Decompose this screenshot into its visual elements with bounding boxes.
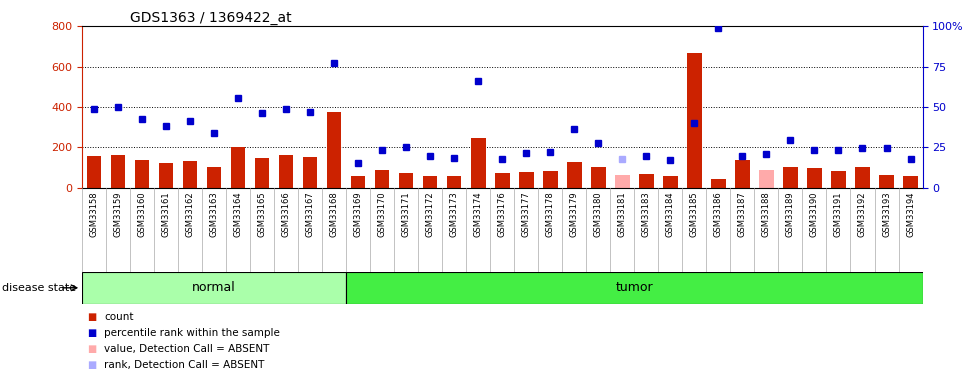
Text: GSM33188: GSM33188 <box>762 192 771 237</box>
Bar <box>183 161 197 188</box>
Bar <box>135 160 150 188</box>
Bar <box>87 156 101 188</box>
Bar <box>471 138 486 188</box>
Bar <box>903 176 918 188</box>
Text: GSM33186: GSM33186 <box>714 192 723 237</box>
Bar <box>783 167 798 188</box>
Text: GSM33164: GSM33164 <box>234 192 242 237</box>
Bar <box>496 173 509 188</box>
Text: GSM33166: GSM33166 <box>282 192 291 237</box>
Text: GSM33179: GSM33179 <box>570 192 579 237</box>
Bar <box>447 176 462 188</box>
Text: GDS1363 / 1369422_at: GDS1363 / 1369422_at <box>130 11 292 25</box>
Text: GSM33165: GSM33165 <box>258 192 267 237</box>
Text: GSM33168: GSM33168 <box>329 192 339 237</box>
Bar <box>423 176 438 188</box>
Bar <box>759 170 774 188</box>
Bar <box>711 180 725 188</box>
Bar <box>82 272 346 304</box>
Bar <box>399 173 413 188</box>
Text: GSM33172: GSM33172 <box>426 192 435 237</box>
Text: GSM33177: GSM33177 <box>522 192 531 237</box>
Bar <box>808 168 822 188</box>
Bar <box>855 167 869 188</box>
Text: GSM33170: GSM33170 <box>378 192 386 237</box>
Text: GSM33194: GSM33194 <box>906 192 915 237</box>
Text: rank, Detection Call = ABSENT: rank, Detection Call = ABSENT <box>104 360 265 370</box>
Bar <box>303 157 318 188</box>
Text: count: count <box>104 312 134 322</box>
Bar <box>664 176 677 188</box>
Text: GSM33163: GSM33163 <box>210 192 218 237</box>
Text: GSM33190: GSM33190 <box>810 192 819 237</box>
Text: value, Detection Call = ABSENT: value, Detection Call = ABSENT <box>104 344 270 354</box>
Text: ■: ■ <box>87 344 97 354</box>
Text: ■: ■ <box>87 328 97 338</box>
Text: GSM33167: GSM33167 <box>305 192 315 237</box>
Bar <box>346 272 923 304</box>
Bar <box>111 154 126 188</box>
Text: GSM33176: GSM33176 <box>497 192 507 237</box>
Text: GSM33160: GSM33160 <box>137 192 147 237</box>
Text: tumor: tumor <box>615 281 653 294</box>
Text: ■: ■ <box>87 312 97 322</box>
Text: GSM33174: GSM33174 <box>473 192 483 237</box>
Bar <box>159 164 173 188</box>
Bar <box>832 171 845 188</box>
Bar <box>735 160 750 188</box>
Bar <box>255 158 270 188</box>
Bar <box>279 155 294 188</box>
Bar <box>375 170 389 188</box>
Text: GSM33183: GSM33183 <box>641 192 651 237</box>
Text: GSM33161: GSM33161 <box>161 192 171 237</box>
Bar <box>351 176 365 188</box>
Bar <box>591 167 606 188</box>
Text: GSM33185: GSM33185 <box>690 192 699 237</box>
Text: GSM33171: GSM33171 <box>402 192 411 237</box>
Text: GSM33158: GSM33158 <box>90 192 99 237</box>
Bar <box>567 162 582 188</box>
Text: GSM33191: GSM33191 <box>834 192 843 237</box>
Text: GSM33187: GSM33187 <box>738 192 747 237</box>
Bar <box>879 176 894 188</box>
Text: percentile rank within the sample: percentile rank within the sample <box>104 328 280 338</box>
Text: GSM33184: GSM33184 <box>666 192 675 237</box>
Bar <box>327 112 341 188</box>
Text: normal: normal <box>192 281 236 294</box>
Text: ■: ■ <box>87 360 97 370</box>
Bar <box>687 54 701 188</box>
Text: GSM33192: GSM33192 <box>858 192 867 237</box>
Text: GSM33193: GSM33193 <box>882 192 891 237</box>
Text: GSM33180: GSM33180 <box>594 192 603 237</box>
Text: GSM33178: GSM33178 <box>546 192 554 237</box>
Text: disease state: disease state <box>2 283 76 293</box>
Bar <box>615 176 630 188</box>
Text: GSM33173: GSM33173 <box>450 192 459 237</box>
Text: GSM33189: GSM33189 <box>786 192 795 237</box>
Bar <box>231 147 245 188</box>
Bar <box>207 167 221 188</box>
Text: GSM33162: GSM33162 <box>185 192 195 237</box>
Text: GSM33159: GSM33159 <box>114 192 123 237</box>
Text: GSM33181: GSM33181 <box>618 192 627 237</box>
Text: GSM33169: GSM33169 <box>354 192 363 237</box>
Bar <box>639 174 654 188</box>
Bar <box>519 172 533 188</box>
Bar <box>543 171 557 188</box>
